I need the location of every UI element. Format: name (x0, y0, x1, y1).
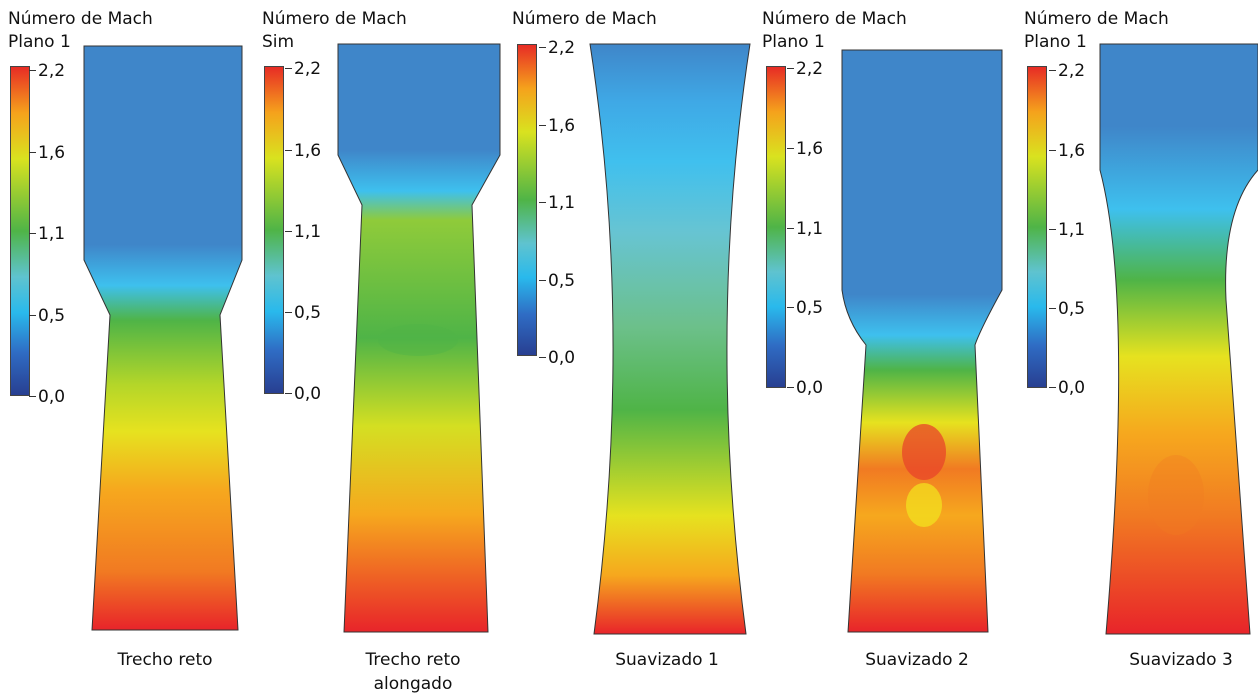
tick-label: 1,1 (284, 222, 322, 242)
shock-cell (378, 324, 458, 356)
tick-label: 1,6 (284, 141, 322, 161)
tick-label: 0,5 (28, 306, 66, 326)
colorbar (10, 66, 30, 396)
tick-label: 2,2 (786, 59, 824, 79)
nozzle-suavizado-3 (1099, 43, 1258, 635)
colorbar-title: Número de Mach (512, 9, 657, 29)
colorbar-title: Número de Mach Plano 1 (762, 9, 907, 52)
tick-label: 0,0 (786, 378, 824, 398)
panel-caption: Suavizado 2 (865, 650, 969, 670)
tick-label: 0,5 (538, 271, 576, 291)
tick-label: 0,0 (284, 384, 322, 404)
tick-label: 2,2 (284, 59, 322, 79)
tick-label: 0,5 (1048, 299, 1086, 319)
colorbar-subtitle: Plano 1 (8, 32, 71, 52)
panel-caption: Trecho reto (117, 650, 213, 670)
colorbar-subtitle: Sim (262, 32, 295, 52)
tick-label: 2,2 (538, 38, 576, 58)
shock-cell (902, 424, 946, 480)
colorbar-subtitle: Plano 1 (1024, 32, 1087, 52)
panel-caption: Suavizado 3 (1129, 650, 1233, 670)
shock-cell (1148, 455, 1204, 535)
colorbar (264, 66, 284, 394)
tick-label: 1,6 (28, 143, 66, 163)
tick-label: 0,0 (1048, 378, 1086, 398)
tick-label: 1,1 (538, 193, 576, 213)
tick-label: 0,0 (28, 387, 66, 407)
tick-label: 0,5 (786, 298, 824, 318)
nozzle-suavizado-1 (589, 43, 751, 635)
tick-label: 0,0 (538, 348, 576, 368)
nozzle-trecho-reto-alongado (337, 43, 501, 633)
nozzle-suavizado-2 (841, 49, 1003, 633)
colorbar (1027, 66, 1047, 388)
tick-label: 1,6 (538, 116, 576, 136)
shock-cell (906, 483, 942, 527)
tick-label: 2,2 (1048, 61, 1086, 81)
panel-caption: Suavizado 1 (615, 650, 719, 670)
tick-label: 0,5 (284, 303, 322, 323)
tick-label: 1,1 (786, 219, 824, 239)
colorbar-subtitle: Plano 1 (762, 32, 825, 52)
tick-label: 1,6 (786, 139, 824, 159)
tick-label: 1,1 (1048, 220, 1086, 240)
tick-label: 1,1 (28, 224, 66, 244)
tick-label: 2,2 (28, 61, 66, 81)
panel-caption: Trecho reto alongado (365, 650, 461, 694)
nozzle-trecho-reto (83, 45, 243, 631)
colorbar (766, 66, 786, 388)
tick-label: 1,6 (1048, 141, 1086, 161)
colorbar-title: Número de Mach Sim (262, 9, 407, 52)
colorbar-title: Número de Mach Plano 1 (8, 9, 153, 52)
colorbar (517, 44, 537, 356)
colorbar-title: Número de Mach Plano 1 (1024, 9, 1169, 52)
